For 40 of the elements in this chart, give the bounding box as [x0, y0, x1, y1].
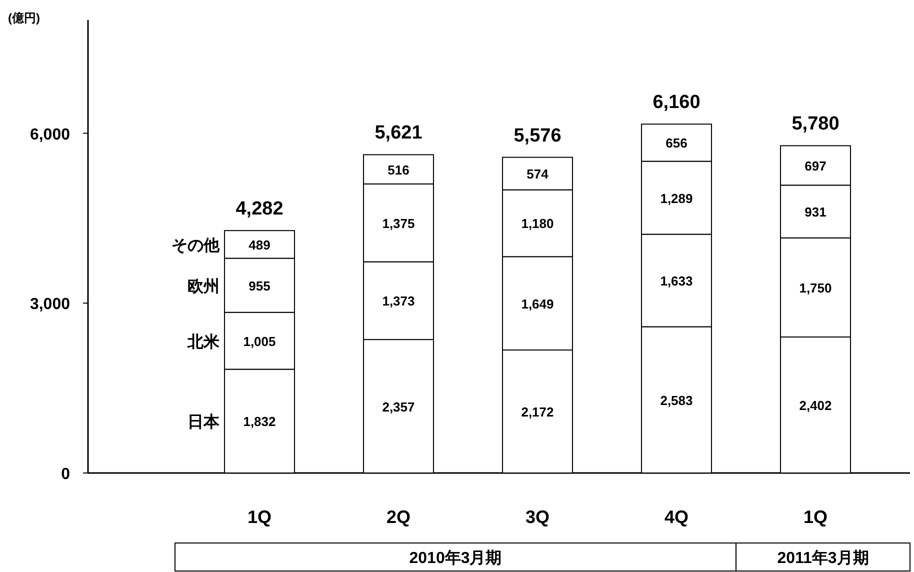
data-label: 697 — [804, 158, 826, 174]
total-label: 5,780 — [792, 114, 840, 135]
text: 2010年3月期 — [409, 549, 502, 567]
data-label: 656 — [666, 136, 688, 151]
series-label: その他 — [172, 236, 220, 254]
text: 2011年3月期 — [777, 549, 869, 567]
x-tick-label: 1Q — [803, 507, 828, 527]
total-label: 5,621 — [374, 122, 423, 144]
data-label: 1,649 — [521, 296, 554, 312]
data-label: 931 — [804, 204, 826, 220]
y-tick-label: 3,000 — [30, 296, 70, 314]
y-tick-label: 6,000 — [30, 126, 70, 144]
data-label: 1,750 — [799, 280, 832, 296]
total-label: 4,282 — [236, 198, 284, 220]
series-label: 北米 — [186, 332, 220, 351]
data-label: 2,357 — [382, 399, 415, 414]
series-label: 欧州 — [188, 277, 220, 296]
x-tick-label: 3Q — [525, 507, 550, 527]
data-label: 1,375 — [382, 216, 415, 231]
series-label: 日本 — [188, 413, 220, 432]
y-axis-title: (億円) — [8, 11, 40, 25]
x-tick-label: 2Q — [386, 507, 411, 527]
data-label: 1,005 — [243, 334, 276, 349]
x-tick-label: 4Q — [664, 507, 689, 527]
total-label: 6,160 — [652, 92, 700, 114]
y-tick-label: 0 — [61, 466, 70, 483]
total-label: 5,576 — [514, 125, 562, 146]
data-label: 1,289 — [660, 190, 693, 206]
data-label: 955 — [248, 278, 270, 294]
data-label: 574 — [526, 166, 550, 182]
data-label: 1,633 — [660, 274, 693, 289]
x-tick-label: 1Q — [247, 507, 272, 527]
data-label: 2,583 — [660, 392, 693, 408]
data-label: 489 — [248, 237, 270, 252]
data-label: 1,832 — [243, 414, 276, 430]
data-label: 2,172 — [521, 404, 554, 420]
data-label: 516 — [388, 162, 410, 178]
data-label: 1,180 — [521, 216, 554, 232]
data-label: 2,402 — [799, 398, 832, 413]
data-label: 1,373 — [382, 294, 415, 309]
